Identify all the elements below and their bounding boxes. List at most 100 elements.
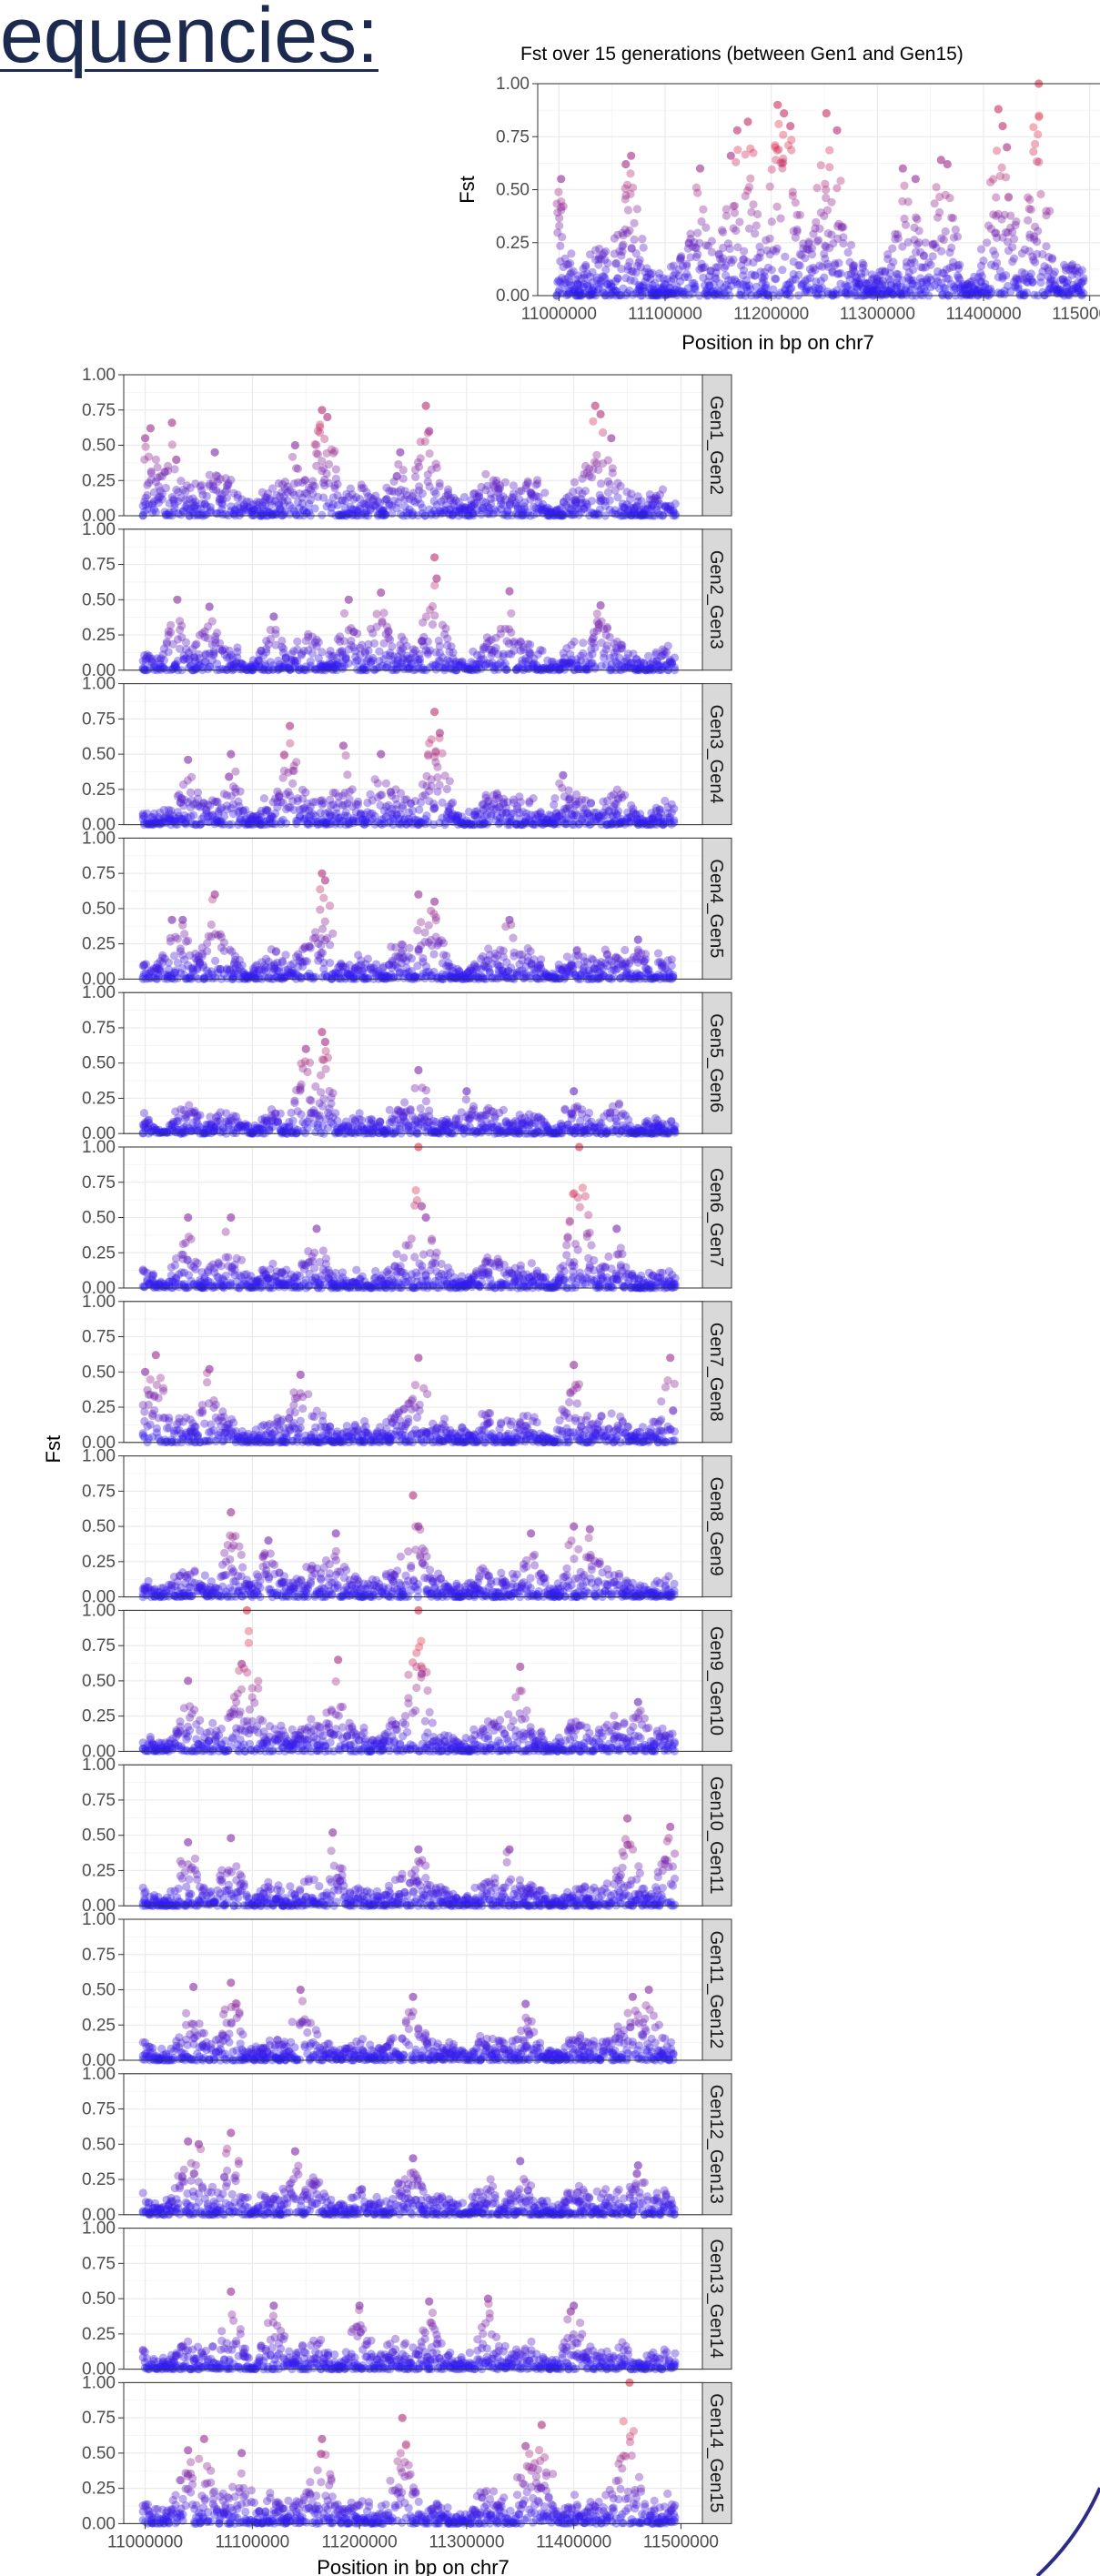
top-y-tick-label: 1.00 [496, 75, 530, 94]
facet-point [538, 646, 547, 656]
top-point [574, 287, 584, 297]
facet-point [302, 957, 311, 966]
top-point [613, 274, 622, 283]
top-point [573, 279, 582, 289]
top-point [579, 264, 588, 273]
facet-peak-point [184, 755, 193, 764]
top-point [595, 244, 604, 254]
facet-point [311, 928, 320, 937]
facet-point [236, 787, 245, 796]
top-point [621, 195, 630, 204]
facet-point [288, 779, 298, 789]
facet-point [405, 943, 414, 952]
facet-point [167, 620, 176, 629]
top-point [644, 268, 653, 277]
facet-point [233, 648, 242, 657]
facet-point [364, 646, 373, 656]
facet-point [621, 790, 630, 800]
top-point [820, 273, 829, 282]
top-point [1036, 189, 1045, 199]
top-point [634, 258, 643, 267]
top-point [719, 227, 728, 236]
facet-y-tick-label: 0.50 [82, 745, 116, 764]
top-point [626, 169, 635, 178]
facet-peak-point [167, 418, 177, 428]
top-point [1042, 242, 1051, 251]
facet-y-tick-label: 0.50 [82, 437, 116, 456]
facet-point [279, 750, 288, 760]
facet-point [326, 941, 335, 950]
facet-point [579, 639, 588, 648]
facet-point [306, 943, 315, 952]
facet-peak-point [210, 448, 219, 457]
facet-peak-point [421, 401, 430, 410]
top-point [613, 274, 622, 283]
facet-point [326, 901, 335, 911]
facet-point [262, 648, 271, 657]
top-point [589, 286, 598, 295]
top-peak-point [833, 126, 842, 135]
top-point [573, 287, 583, 297]
top-point [639, 281, 648, 290]
top-point [644, 283, 653, 293]
facet-point [153, 463, 162, 472]
top-point [807, 250, 817, 259]
top-point [627, 244, 636, 253]
facet-peak-point [396, 448, 405, 457]
top-point [581, 262, 590, 271]
top-point [621, 225, 630, 234]
facet-point [289, 766, 298, 776]
facet-point [516, 798, 526, 807]
facet-y-tick-label: 1.00 [82, 675, 116, 694]
top-point [888, 244, 897, 253]
facet-peak-point [205, 602, 214, 611]
facet-point [523, 478, 532, 488]
facet-point [151, 508, 160, 517]
facet-peak-point [269, 612, 278, 621]
top-point [610, 234, 620, 243]
facet-peak-point [227, 750, 236, 759]
top-point [607, 282, 616, 291]
top-point [732, 226, 741, 236]
facet-peak-point [430, 553, 439, 562]
facet-peak-point [430, 897, 439, 906]
top-point [729, 255, 738, 265]
top-point [983, 238, 992, 247]
top-point [947, 243, 956, 252]
top-point [603, 280, 612, 289]
top-point [559, 202, 568, 211]
facet-point [431, 489, 440, 498]
facet-point [507, 609, 516, 618]
facet-point [187, 772, 197, 781]
top-point [752, 221, 761, 230]
top-peak-point [743, 117, 752, 126]
top-point [617, 251, 626, 260]
facet-point [669, 973, 678, 982]
facet-point [663, 641, 672, 650]
facet-point [222, 493, 231, 502]
top-point [564, 260, 573, 269]
top-peak-point [627, 151, 636, 160]
facet-point [310, 482, 319, 491]
top-point [562, 260, 571, 269]
top-point [581, 260, 590, 270]
top-point [889, 257, 898, 267]
facet-point [227, 476, 236, 485]
top-point [901, 220, 911, 229]
facet-point [369, 639, 379, 649]
facet-point [592, 450, 601, 459]
facet-point [417, 918, 426, 927]
top-point [601, 266, 611, 275]
top-point [928, 252, 937, 261]
top-point [953, 232, 963, 241]
top-point [596, 255, 606, 264]
top-point [623, 262, 633, 271]
top-point [596, 277, 606, 286]
top-point [986, 287, 996, 297]
facet-point [331, 465, 340, 474]
facet-point [318, 924, 328, 933]
top-point [779, 130, 788, 139]
top-point [569, 267, 578, 276]
